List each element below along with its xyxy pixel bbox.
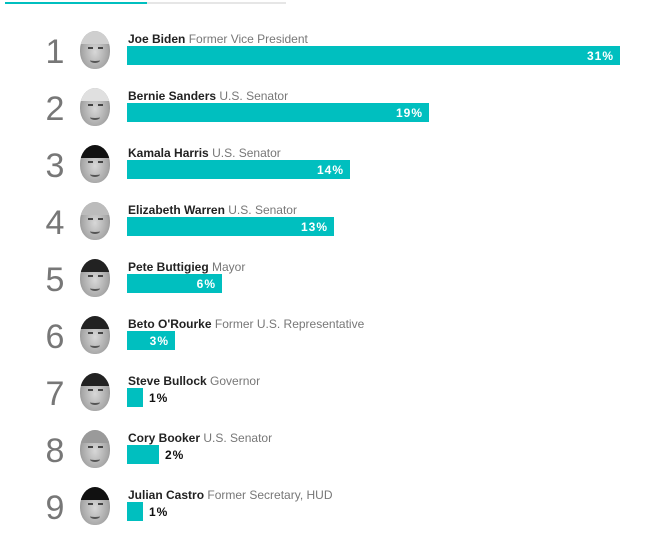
candidate-label: Elizabeth Warren U.S. Senator — [128, 203, 297, 217]
candidate-label: Julian Castro Former Secretary, HUD — [128, 488, 333, 502]
candidate-photo — [80, 487, 110, 525]
candidate-name: Cory Booker — [128, 431, 201, 445]
candidate-photo — [80, 31, 110, 69]
candidate-row: 5 Pete Buttigieg Mayor 6% — [0, 259, 663, 324]
rank-number: 1 — [45, 33, 65, 71]
bar — [127, 331, 175, 350]
candidate-name: Beto O'Rourke — [128, 317, 212, 331]
candidate-label: Bernie Sanders U.S. Senator — [128, 89, 288, 103]
rank-number: 2 — [45, 90, 65, 128]
candidate-label: Beto O'Rourke Former U.S. Representative — [128, 317, 364, 331]
rank-number: 4 — [45, 204, 65, 242]
candidate-title: Former Secretary, HUD — [207, 488, 333, 502]
candidate-title: Mayor — [212, 260, 246, 274]
bar-value-label: 31% — [586, 49, 614, 63]
candidate-name: Elizabeth Warren — [128, 203, 225, 217]
candidate-row: 1 Joe Biden Former Vice President 31% — [0, 31, 663, 96]
candidate-label: Steve Bullock Governor — [128, 374, 260, 388]
candidate-row: 7 Steve Bullock Governor 1% — [0, 373, 663, 438]
bar — [127, 502, 143, 521]
candidate-photo — [80, 145, 110, 183]
rank-number: 5 — [45, 261, 65, 299]
bar — [127, 217, 334, 236]
candidate-row: 3 Kamala Harris U.S. Senator 14% — [0, 145, 663, 210]
bar-value-label: 6% — [196, 277, 216, 291]
candidate-photo — [80, 373, 110, 411]
candidate-title: Former Vice President — [188, 32, 308, 46]
candidate-photo — [80, 202, 110, 240]
candidate-title: Former U.S. Representative — [214, 317, 365, 331]
rank-number: 6 — [45, 318, 65, 356]
bar — [127, 445, 159, 464]
bar-value-label: 14% — [316, 163, 344, 177]
candidate-name: Bernie Sanders — [128, 89, 217, 103]
candidate-title: U.S. Senator — [228, 203, 297, 217]
candidate-title: U.S. Senator — [203, 431, 273, 445]
bar-value-label: 3% — [149, 334, 169, 348]
rank-number: 8 — [45, 432, 65, 470]
rank-number: 9 — [45, 489, 65, 527]
bar — [127, 103, 429, 122]
candidate-name: Pete Buttigieg — [128, 260, 209, 274]
progress-indicator — [5, 2, 286, 4]
candidate-label: Pete Buttigieg Mayor — [128, 260, 245, 274]
candidate-row: 4 Elizabeth Warren U.S. Senator 13% — [0, 202, 663, 267]
bar — [127, 160, 350, 179]
bar-value-label: 13% — [300, 220, 328, 234]
rank-number: 7 — [45, 375, 65, 413]
progress-fill — [5, 2, 147, 4]
bar — [127, 46, 620, 65]
candidate-title: U.S. Senator — [212, 146, 281, 160]
candidate-photo — [80, 316, 110, 354]
bar — [127, 388, 143, 407]
bar-value-label: 2% — [165, 448, 185, 462]
bar-value-label: 1% — [149, 505, 169, 519]
candidate-name: Steve Bullock — [128, 374, 207, 388]
candidate-row: 9 Julian Castro Former Secretary, HUD 1% — [0, 487, 663, 552]
bar — [127, 274, 222, 293]
candidate-label: Joe Biden Former Vice President — [128, 32, 308, 46]
candidate-row: 2 Bernie Sanders U.S. Senator 19% — [0, 88, 663, 153]
rank-number: 3 — [45, 147, 65, 185]
candidate-label: Cory Booker U.S. Senator — [128, 431, 272, 445]
candidate-name: Kamala Harris — [128, 146, 209, 160]
candidate-photo — [80, 88, 110, 126]
candidate-title: U.S. Senator — [219, 89, 289, 103]
candidate-label: Kamala Harris U.S. Senator — [128, 146, 281, 160]
candidate-name: Joe Biden — [128, 32, 186, 46]
candidate-name: Julian Castro — [128, 488, 205, 502]
bar-value-label: 1% — [149, 391, 169, 405]
candidate-row: 6 Beto O'Rourke Former U.S. Representati… — [0, 316, 663, 381]
candidate-title: Governor — [210, 374, 261, 388]
candidate-row: 8 Cory Booker U.S. Senator 2% — [0, 430, 663, 495]
bar-value-label: 19% — [395, 106, 423, 120]
candidate-photo — [80, 430, 110, 468]
candidate-photo — [80, 259, 110, 297]
